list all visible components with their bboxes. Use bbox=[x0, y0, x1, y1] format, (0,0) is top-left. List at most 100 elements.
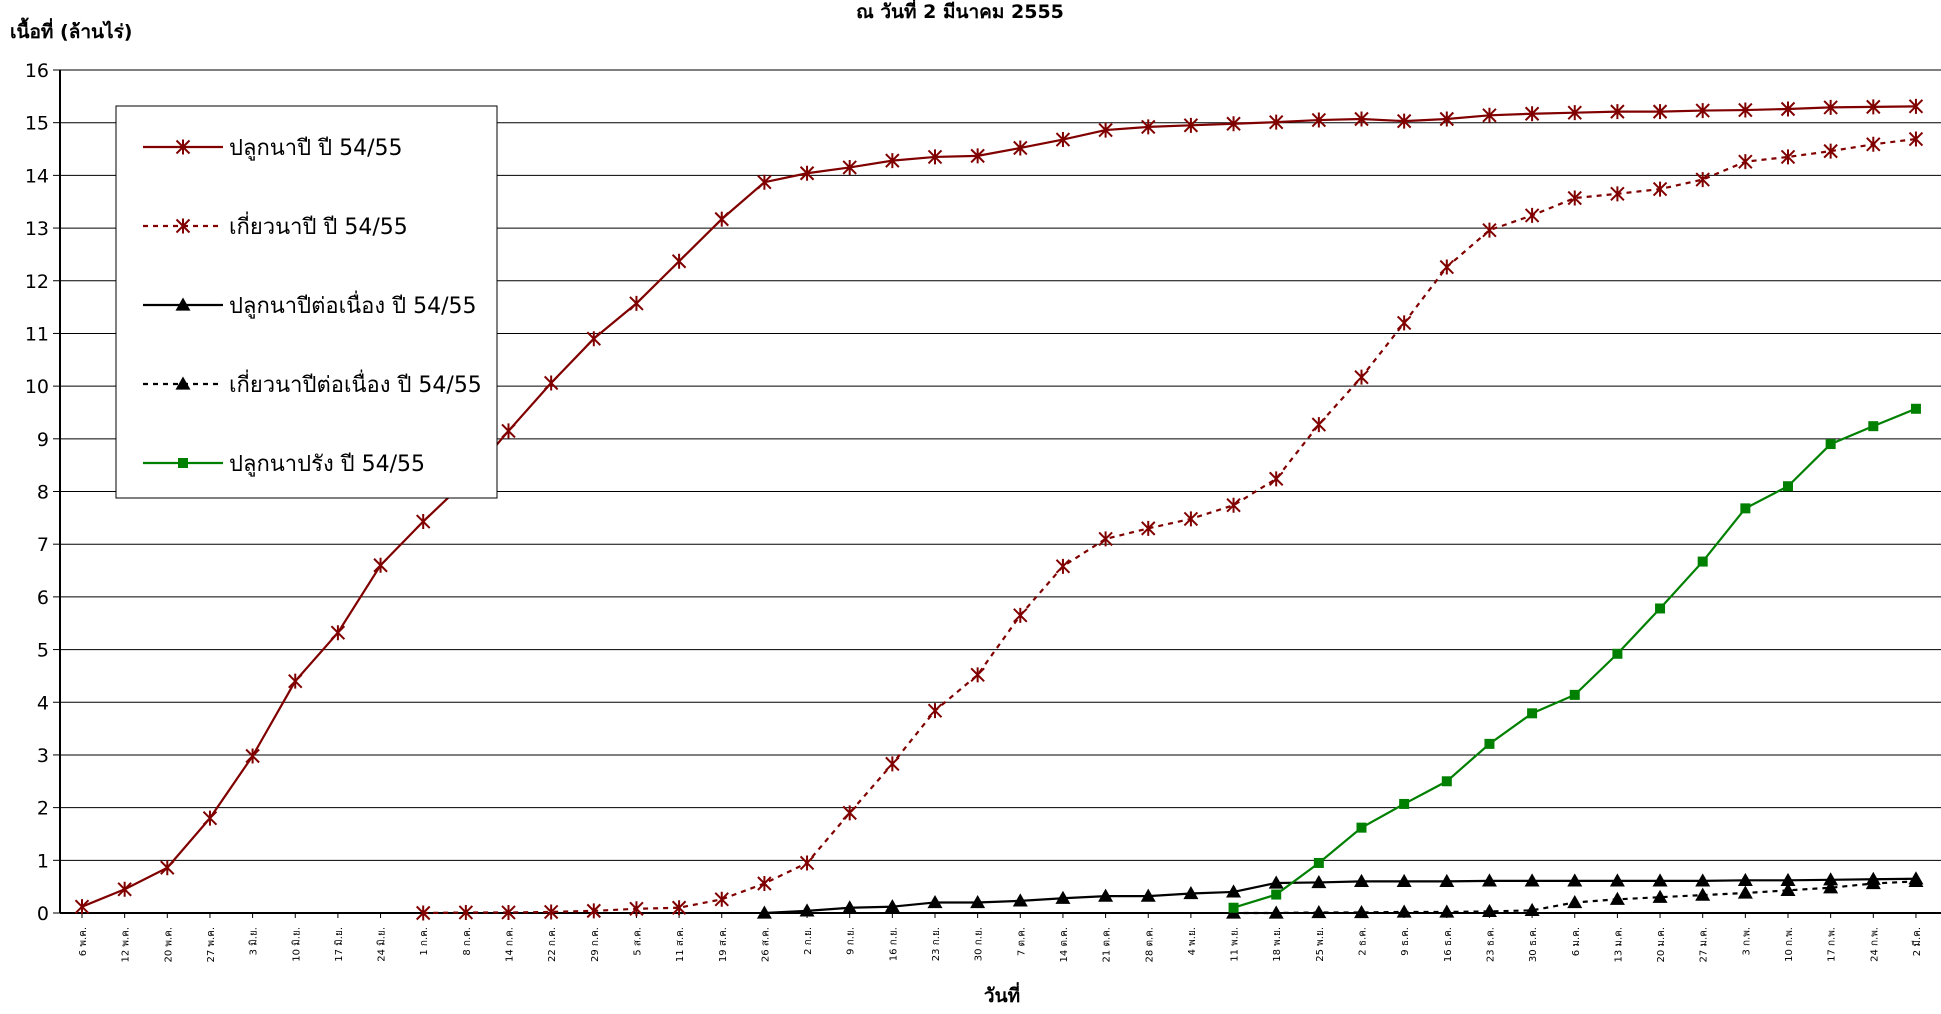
data-point bbox=[1866, 99, 1881, 115]
data-point bbox=[1311, 874, 1327, 889]
data-point bbox=[1610, 104, 1625, 120]
x-tick-label: 30 ก.ย. bbox=[974, 927, 985, 961]
data-point bbox=[1396, 904, 1412, 918]
data-point bbox=[1013, 140, 1028, 156]
data-point bbox=[1652, 873, 1668, 887]
x-tick-label: 16 ก.ย. bbox=[888, 927, 899, 961]
data-point bbox=[1908, 131, 1924, 147]
data-point bbox=[1823, 872, 1839, 886]
x-tick-label: 10 ก.พ. bbox=[1784, 927, 1795, 962]
data-point bbox=[1527, 708, 1538, 719]
series-line bbox=[423, 137, 1917, 915]
data-point bbox=[1098, 888, 1114, 902]
data-point bbox=[1524, 106, 1540, 122]
data-point bbox=[629, 901, 644, 917]
legend-label: เกี่ยวนาปีต่อเนื่อง ปี 54/55 bbox=[229, 369, 482, 398]
y-tick-label: 4 bbox=[37, 692, 49, 714]
y-tick-label: 2 bbox=[37, 798, 49, 820]
data-point bbox=[1183, 511, 1199, 527]
data-point bbox=[1697, 556, 1708, 567]
data-point bbox=[1567, 105, 1582, 121]
data-point bbox=[1484, 738, 1495, 749]
x-tick-label: 2 มี.ค. bbox=[1911, 927, 1923, 956]
data-point bbox=[1313, 857, 1324, 868]
x-tick-label: 4 พ.ย. bbox=[1187, 927, 1198, 955]
data-point bbox=[1055, 558, 1071, 574]
data-point bbox=[714, 211, 729, 227]
y-tick-label: 5 bbox=[37, 640, 49, 662]
series-line bbox=[764, 877, 1916, 915]
data-point bbox=[1655, 603, 1666, 614]
x-tick-label: 10 มิ.ย. bbox=[291, 927, 302, 962]
data-point bbox=[1482, 107, 1497, 123]
x-tick-label: 23 ก.ย. bbox=[931, 927, 942, 961]
data-point bbox=[884, 899, 900, 913]
y-tick-label: 7 bbox=[37, 534, 49, 556]
legend-marker bbox=[175, 297, 191, 311]
legend-label: ปลูกนาปี ปี 54/55 bbox=[229, 136, 402, 161]
data-point bbox=[1396, 315, 1412, 331]
data-point bbox=[1865, 875, 1881, 890]
data-point bbox=[885, 756, 900, 772]
data-point bbox=[1141, 119, 1156, 135]
x-tick-label: 29 ก.ค. bbox=[590, 927, 601, 962]
data-point bbox=[799, 855, 815, 871]
x-tick-label: 20 พ.ค. bbox=[163, 927, 174, 963]
x-tick-label: 16 ธ.ค. bbox=[1443, 927, 1454, 962]
data-point bbox=[1399, 798, 1410, 809]
x-tick-label: 17 มิ.ย. bbox=[334, 927, 345, 962]
x-tick-label: 18 พ.ย. bbox=[1272, 927, 1283, 962]
x-tick-label: 27 พ.ค. bbox=[206, 927, 217, 963]
data-point bbox=[1271, 889, 1282, 900]
y-tick-label: 15 bbox=[25, 113, 49, 135]
data-point bbox=[1609, 891, 1625, 905]
data-point bbox=[1652, 104, 1668, 120]
data-point bbox=[1396, 113, 1412, 129]
x-tick-label: 5 ส.ค. bbox=[632, 927, 643, 956]
data-point bbox=[1356, 822, 1367, 833]
data-point bbox=[842, 900, 858, 914]
data-point bbox=[1737, 872, 1753, 886]
data-point bbox=[1738, 154, 1753, 170]
data-point bbox=[330, 625, 346, 641]
data-point bbox=[1737, 885, 1753, 899]
y-tick-label: 9 bbox=[37, 429, 49, 451]
x-tick-label: 9 ธ.ค. bbox=[1400, 927, 1411, 956]
x-tick-label: 11 พ.ย. bbox=[1230, 927, 1241, 962]
data-point bbox=[1055, 132, 1071, 148]
data-point bbox=[757, 174, 772, 190]
data-point bbox=[1226, 497, 1241, 513]
data-point bbox=[1569, 689, 1580, 700]
data-point bbox=[1354, 369, 1369, 385]
data-point bbox=[1823, 880, 1839, 894]
x-tick-label: 14 ก.ค. bbox=[505, 927, 516, 962]
y-tick-label: 16 bbox=[25, 60, 49, 82]
y-axis-label: เนื้อที่ (ล้านไร่) bbox=[10, 17, 132, 43]
legend: ปลูกนาปี ปี 54/55 เกี่ยวนาปี ปี 54/55 ปลูก… bbox=[115, 105, 498, 499]
legend-marker bbox=[175, 139, 191, 155]
data-point bbox=[671, 253, 687, 269]
data-point bbox=[1652, 889, 1668, 903]
x-tick-label: 25 พ.ย. bbox=[1315, 927, 1326, 962]
y-tick-label: 10 bbox=[25, 376, 49, 398]
data-point bbox=[842, 805, 857, 821]
data-point bbox=[373, 557, 388, 573]
data-point bbox=[1439, 904, 1455, 918]
data-point bbox=[1908, 873, 1924, 888]
data-point bbox=[586, 903, 602, 919]
data-point bbox=[714, 891, 729, 907]
data-point bbox=[1783, 481, 1793, 492]
x-tick-label: 6 พ.ค. bbox=[78, 927, 89, 956]
x-tick-label: 12 พ.ค. bbox=[121, 927, 132, 963]
x-tick-label: 28 ต.ค. bbox=[1144, 927, 1155, 962]
x-tick-label: 2 ก.ย. bbox=[803, 927, 814, 955]
x-tick-label: 19 ส.ค. bbox=[718, 927, 729, 962]
data-point bbox=[1140, 888, 1156, 902]
data-point bbox=[1695, 103, 1710, 119]
data-point bbox=[1868, 421, 1879, 432]
data-point bbox=[586, 331, 602, 347]
legend-marker bbox=[175, 376, 191, 390]
data-point bbox=[1738, 102, 1753, 118]
legend-label: ปลูกนาปีต่อเนื่อง ปี 54/55 bbox=[229, 290, 477, 319]
